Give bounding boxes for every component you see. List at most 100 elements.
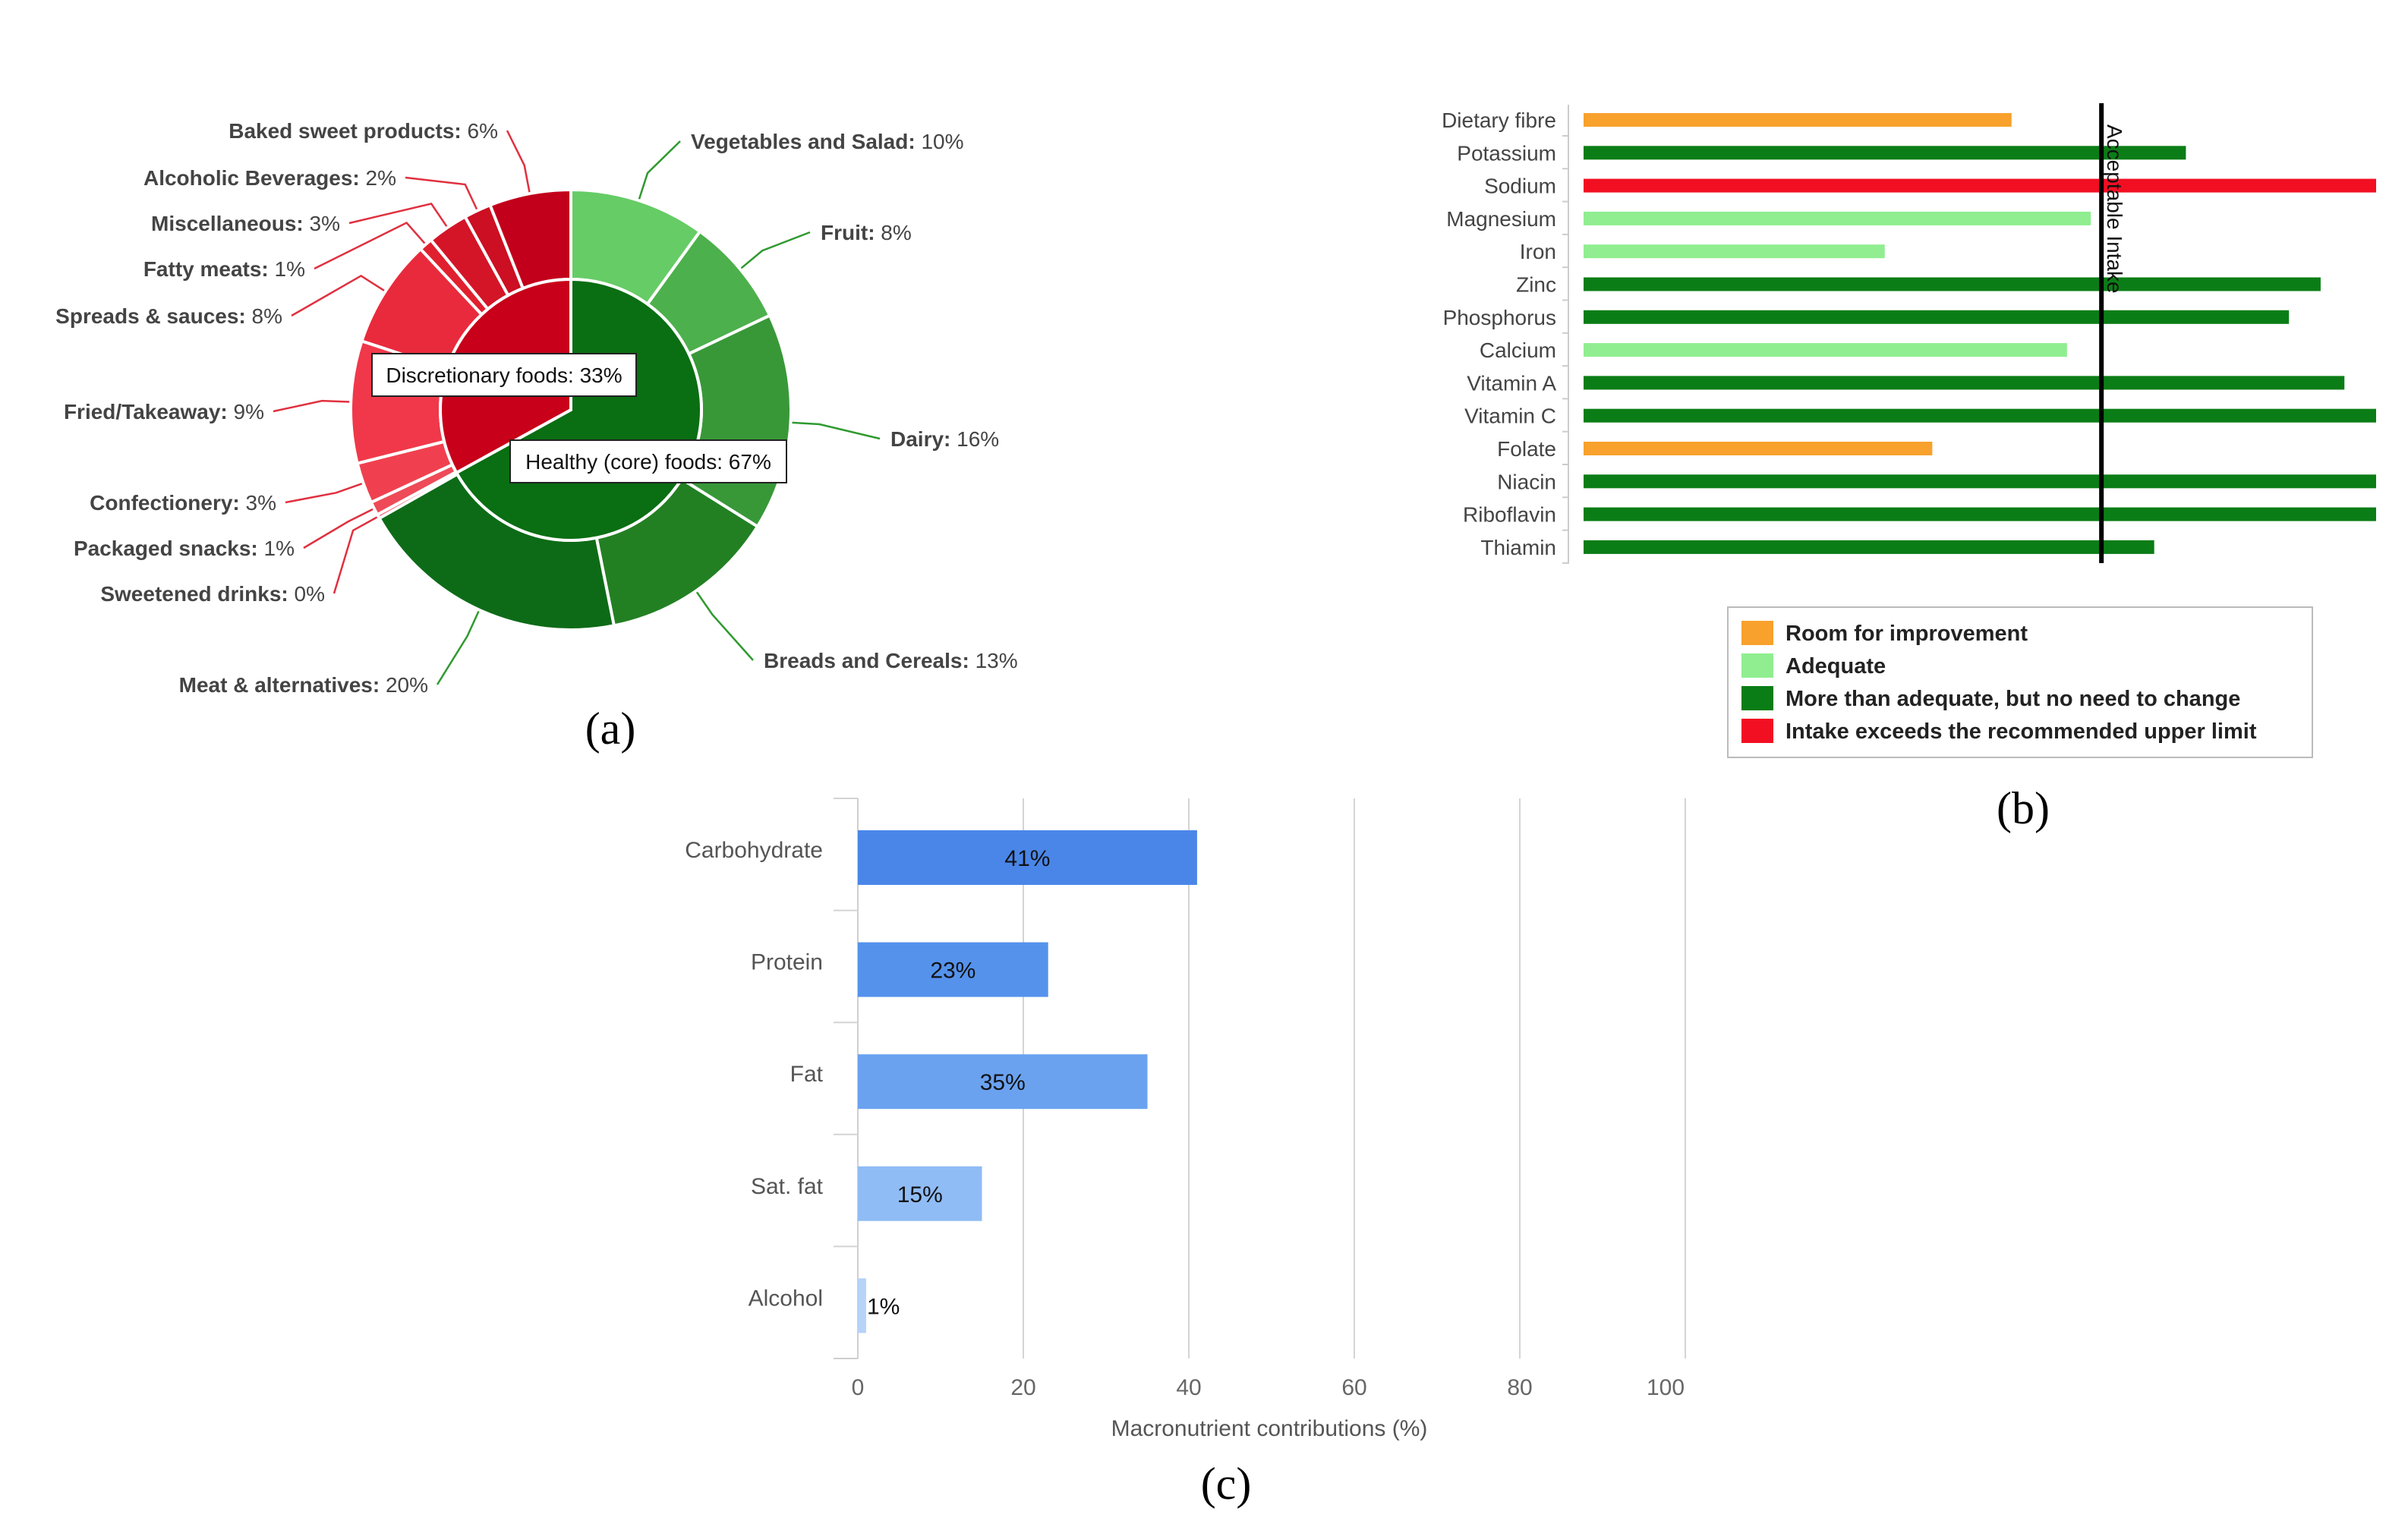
b-legend-swatch-more: [1741, 686, 1773, 710]
outer-label-baked-sweet-products: Baked sweet products: 6%: [229, 119, 498, 143]
b-legend-label-exceeds: Intake exceeds the recommended upper lim…: [1786, 719, 2257, 744]
b-bar-phosphorus: [1584, 310, 2290, 324]
b-bar-riboflavin: [1584, 507, 2376, 521]
leader-line-breads-and-cereals: [695, 591, 754, 661]
outer-label-percent: 9%: [228, 400, 264, 423]
b-reference-line-label: Acceptable Intake: [2103, 124, 2126, 294]
b-legend-swatch-improve: [1741, 621, 1773, 645]
outer-label-name: Meat & alternatives:: [179, 673, 380, 697]
outer-label-spreads-sauces: Spreads & sauces: 8%: [55, 304, 282, 328]
b-bar-sodium: [1584, 178, 2376, 193]
b-legend-label-more: More than adequate, but no need to chang…: [1786, 687, 2240, 711]
b-bar-dietary-fibre: [1584, 113, 2012, 127]
outer-label-sweetened-drinks: Sweetened drinks: 0%: [100, 582, 325, 606]
c-bar-sat-fat: [858, 1166, 982, 1221]
b-bar-folate: [1584, 442, 1933, 455]
outer-label-fruit: Fruit: 8%: [821, 221, 912, 244]
leader-line-sweetened-drinks: [333, 516, 378, 594]
b-category-label-phosphorus: Phosphorus: [1443, 306, 1556, 329]
b-bar-niacin: [1584, 474, 2376, 489]
b-bar-magnesium: [1584, 211, 2091, 225]
leader-line-meat-alternatives: [436, 611, 480, 685]
outer-label-percent: 3%: [240, 491, 276, 515]
outer-label-name: Miscellaneous:: [151, 212, 304, 235]
c-x-axis-title: Macronutrient contributions (%): [1111, 1416, 1428, 1441]
outer-label-miscellaneous: Miscellaneous: 3%: [151, 212, 340, 235]
outer-label-percent: 13%: [969, 649, 1018, 672]
b-category-label-magnesium: Magnesium: [1446, 207, 1556, 231]
outer-label-name: Confectionery:: [90, 491, 240, 515]
c-bar-protein: [858, 942, 1048, 997]
outer-label-percent: 2%: [360, 166, 396, 190]
b-legend-swatch-exceeds: [1741, 719, 1773, 743]
b-legend-label-adequate: Adequate: [1786, 654, 1886, 678]
outer-label-name: Breads and Cereals:: [764, 649, 969, 672]
c-x-tick-100: 100: [1647, 1375, 1685, 1400]
outer-label-percent: 1%: [258, 537, 295, 560]
outer-label-percent: 6%: [462, 119, 498, 143]
c-category-label-carbohydrate: Carbohydrate: [685, 838, 823, 863]
inner-label-box-0: [371, 353, 637, 397]
panel-b-nutrient-bar-chart: Dietary fibre Potassium Sodium Magnesium Iro…: [1442, 103, 2376, 833]
leader-line-dairy: [792, 421, 881, 440]
outer-label-percent: 8%: [246, 304, 282, 328]
b-category-label-calcium: Calcium: [1480, 338, 1556, 362]
b-bar-potassium: [1584, 146, 2186, 160]
leader-line-miscellaneous: [348, 202, 448, 227]
c-bar-fat: [858, 1054, 1148, 1110]
c-x-tick-40: 40: [1176, 1375, 1201, 1400]
outer-label-name: Fried/Takeaway:: [64, 400, 228, 423]
outer-label-percent: 0%: [288, 582, 325, 606]
outer-label-name: Vegetables and Salad:: [691, 130, 916, 153]
c-x-tick-60: 60: [1341, 1375, 1366, 1400]
outer-label-percent: 10%: [916, 130, 964, 153]
inner-label-discretionary-foods-33: Discretionary foods: 33%: [386, 364, 622, 387]
outer-label-fried-takeaway: Fried/Takeaway: 9%: [64, 400, 264, 423]
c-x-tick-0: 0: [852, 1375, 865, 1400]
outer-label-packaged-snacks: Packaged snacks: 1%: [74, 537, 295, 560]
c-bar-carbohydrate: [858, 830, 1197, 885]
b-category-label-sodium: Sodium: [1484, 175, 1556, 198]
b-bar-vitamin-a: [1584, 376, 2345, 390]
c-category-label-sat-fat: Sat. fat: [751, 1174, 824, 1199]
b-category-label-potassium: Potassium: [1457, 141, 1556, 165]
outer-label-alcoholic-beverages: Alcoholic Beverages: 2%: [143, 166, 396, 190]
outer-label-name: Fatty meats:: [143, 257, 269, 281]
b-category-label-vitamin-a: Vitamin A: [1467, 371, 1556, 395]
outer-label-percent: 1%: [269, 257, 305, 281]
leader-line-fruit: [740, 231, 811, 269]
outer-label-name: Spreads & sauces:: [55, 304, 246, 328]
b-category-label-zinc: Zinc: [1516, 273, 1556, 297]
b-category-label-folate: Folate: [1497, 437, 1556, 461]
leader-line-vegetables-and-salad: [638, 140, 681, 200]
c-bar-value-label-carbohydrate: 41%: [1004, 846, 1050, 871]
panel-a-caption: (a): [585, 704, 636, 754]
leader-line-confectionery: [285, 483, 363, 504]
b-category-label-niacin: Niacin: [1497, 470, 1556, 493]
outer-label-fatty-meats: Fatty meats: 1%: [143, 257, 305, 281]
c-category-label-fat: Fat: [790, 1062, 824, 1087]
leader-line-packaged-snacks: [303, 508, 373, 549]
b-legend-box: [1727, 606, 2313, 758]
b-category-label-iron: Iron: [1520, 240, 1556, 263]
leader-line-fatty-meats: [314, 221, 426, 270]
leader-line-fried-takeaway: [273, 399, 350, 413]
c-bar-alcohol: [858, 1278, 866, 1333]
c-bar-value-label-fat: 35%: [980, 1070, 1026, 1095]
leader-line-baked-sweet-products: [506, 130, 531, 193]
c-category-label-protein: Protein: [751, 950, 823, 975]
outer-label-name: Alcoholic Beverages:: [143, 166, 360, 190]
c-x-tick-20: 20: [1010, 1375, 1035, 1400]
outer-label-meat-alternatives: Meat & alternatives: 20%: [179, 673, 428, 697]
b-category-label-thiamin: Thiamin: [1480, 536, 1556, 559]
b-bar-zinc: [1584, 277, 2321, 291]
panel-c-caption: (c): [1201, 1459, 1252, 1509]
outer-label-dairy: Dairy: 16%: [890, 427, 999, 451]
b-bar-thiamin: [1584, 540, 2154, 554]
b-category-label-dietary-fibre: Dietary fibre: [1442, 109, 1556, 132]
outer-label-percent: 16%: [950, 427, 999, 451]
outer-label-name: Packaged snacks:: [74, 537, 258, 560]
outer-label-percent: 8%: [875, 221, 912, 244]
b-bar-calcium: [1584, 343, 2067, 357]
